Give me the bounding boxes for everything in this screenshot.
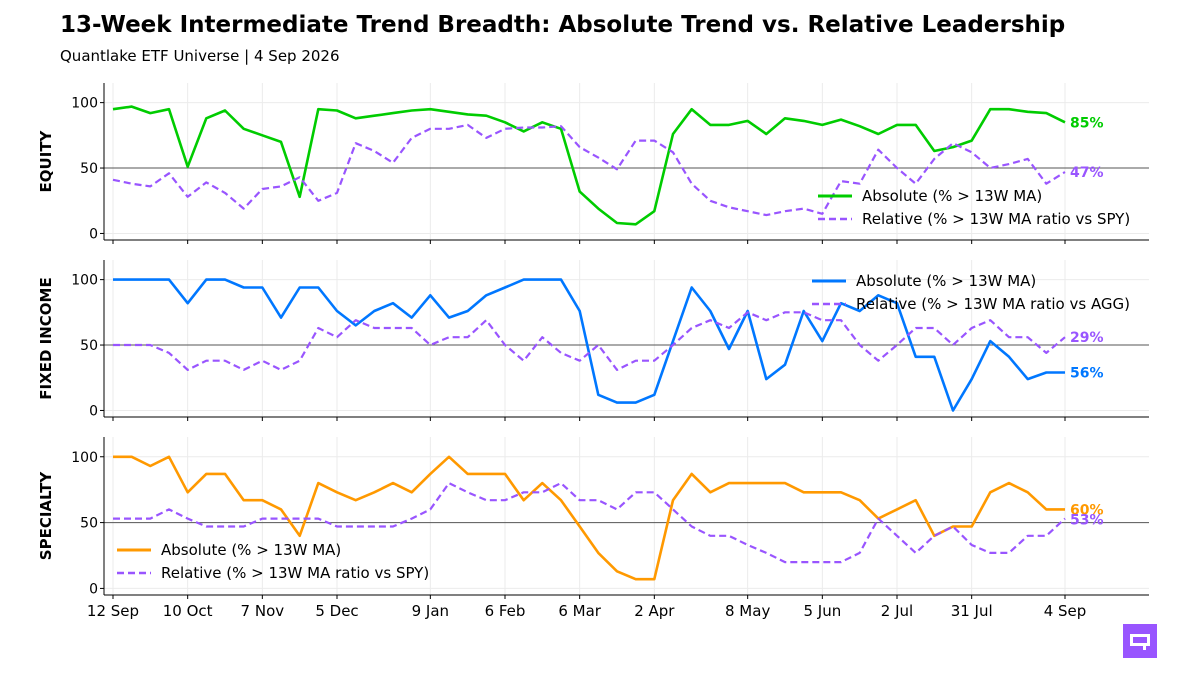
specialty-legend-label: Relative (% > 13W MA ratio vs SPY) [161, 564, 429, 582]
equity-legend-label: Absolute (% > 13W MA) [862, 187, 1042, 205]
fixed-income-relative-end-label: 29% [1070, 330, 1104, 346]
xtick-label: 6 Mar [558, 602, 601, 620]
specialty-ylabel: SPECIALTY [37, 471, 55, 561]
fixed-income-ytick-label: 50 [80, 338, 98, 354]
xtick-label: 5 Jun [803, 602, 841, 620]
logo-background [1123, 624, 1157, 658]
xtick-label: 7 Nov [241, 602, 285, 620]
fixed-income-legend-label: Absolute (% > 13W MA) [856, 272, 1036, 290]
specialty-ytick-label: 0 [89, 581, 98, 597]
chart-subtitle: Quantlake ETF Universe | 4 Sep 2026 [60, 47, 340, 65]
equity-ytick-label: 100 [71, 96, 98, 112]
specialty-absolute-line [113, 455, 1065, 581]
specialty-legend-label: Absolute (% > 13W MA) [161, 541, 341, 559]
equity-ytick-label: 50 [80, 161, 98, 177]
xtick-label: 8 May [725, 602, 770, 620]
specialty-ytick-label: 100 [71, 450, 98, 466]
equity-absolute-line [112, 105, 1066, 226]
specialty-relative-line [113, 482, 1066, 564]
equity-legend-label: Relative (% > 13W MA ratio vs SPY) [862, 210, 1130, 228]
equity-relative-end-label: 47% [1070, 165, 1104, 181]
fixed-income-ytick-label: 0 [89, 403, 98, 419]
fixed-income-relative-line [113, 311, 1066, 371]
xtick-label: 2 Jul [881, 602, 913, 620]
specialty-ytick-label: 50 [80, 516, 98, 532]
chart-title: 13-Week Intermediate Trend Breadth: Abso… [60, 12, 1066, 38]
xtick-label: 9 Jan [412, 602, 449, 620]
xtick-label: 10 Oct [163, 602, 213, 620]
equity-ytick-label: 0 [89, 226, 98, 242]
equity-absolute-end-label: 85% [1070, 115, 1104, 131]
xtick-label: 5 Dec [315, 602, 358, 620]
xtick-label: 12 Sep [87, 602, 139, 620]
fixed-income-ylabel: FIXED INCOME [37, 277, 55, 399]
xtick-label: 31 Jul [951, 602, 993, 620]
fixed-income-ytick-label: 100 [71, 273, 98, 289]
equity-relative-line [112, 123, 1066, 217]
xtick-label: 4 Sep [1044, 602, 1087, 620]
xtick-label: 6 Feb [485, 602, 526, 620]
xtick-label: 2 Apr [634, 602, 675, 620]
fixed-income-absolute-end-label: 56% [1070, 366, 1104, 382]
equity-ylabel: EQUITY [37, 129, 55, 192]
fixed-income-legend-label: Relative (% > 13W MA ratio vs AGG) [856, 295, 1130, 313]
quantlake-logo-icon [1123, 624, 1157, 658]
specialty-relative-end-label: 53% [1070, 512, 1104, 528]
specialty-absolute-end-label: 60% [1070, 502, 1104, 518]
